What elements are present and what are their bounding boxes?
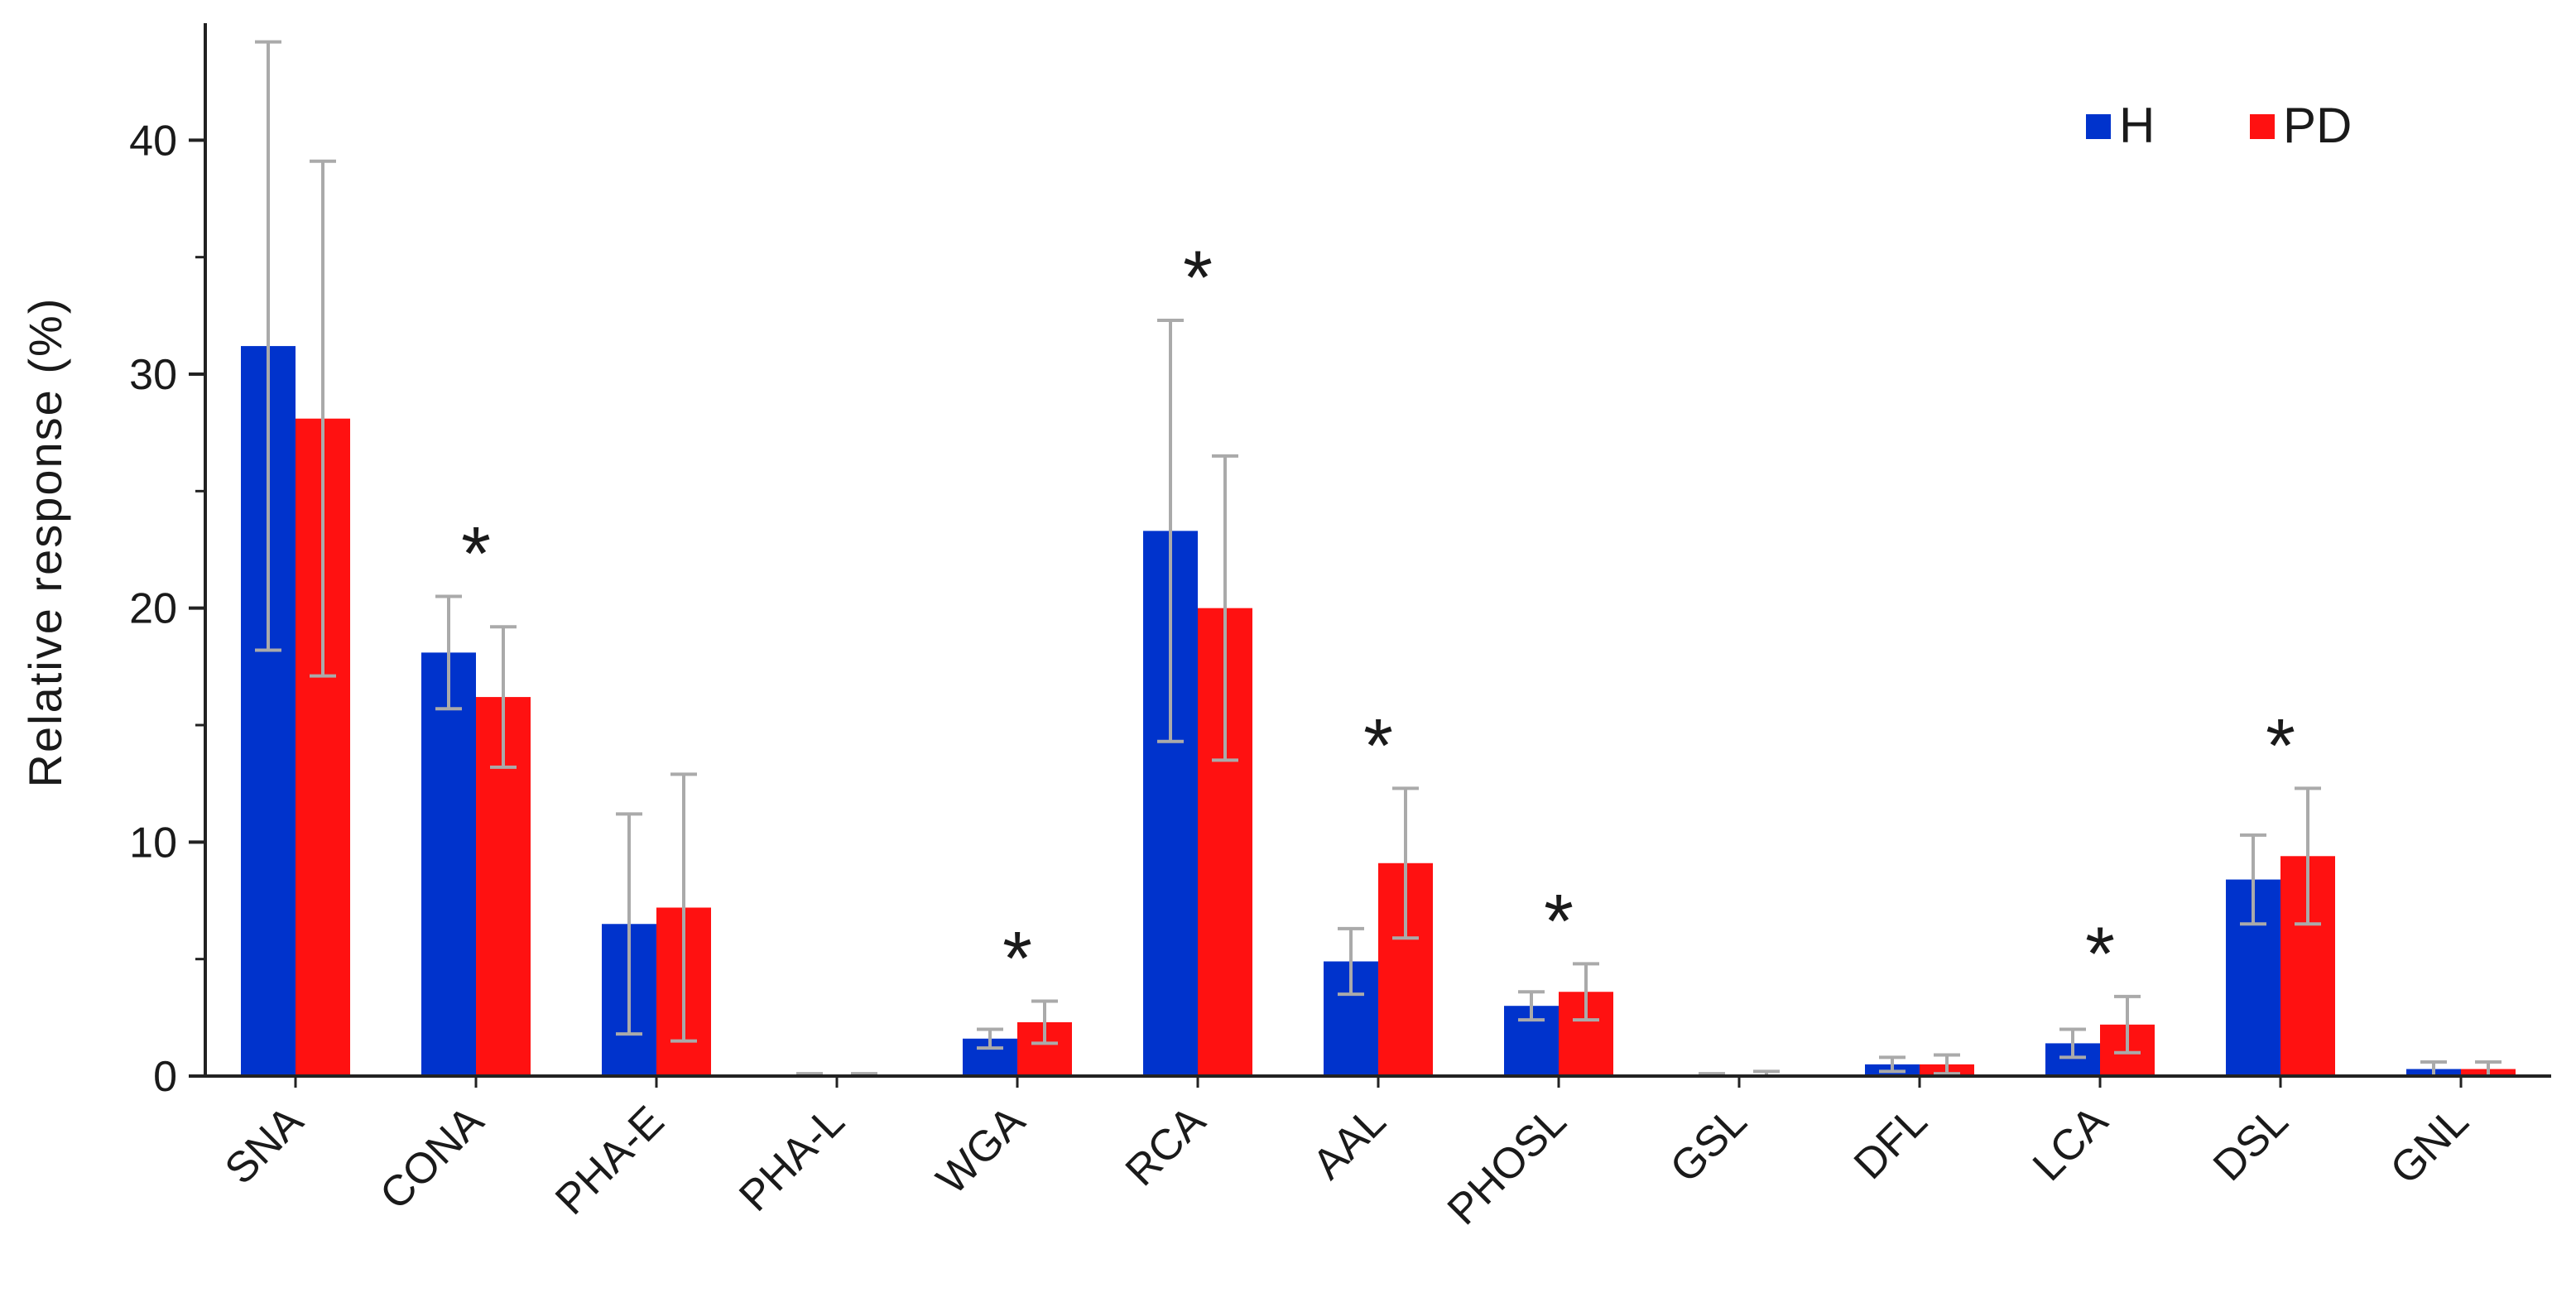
significance-star: *	[1363, 704, 1393, 788]
x-tick-label: AAL	[1304, 1097, 1396, 1189]
x-tick-label: SNA	[216, 1097, 313, 1194]
significance-star: *	[2266, 704, 2295, 788]
x-tick-label: PHA-L	[730, 1097, 853, 1220]
y-tick-label: 40	[129, 117, 177, 165]
x-tick-label: WGA	[928, 1097, 1035, 1204]
x-tick-label: CONA	[371, 1097, 493, 1218]
y-tick-label: 20	[129, 585, 177, 633]
significance-star: *	[461, 512, 491, 597]
legend-swatch-h	[2086, 114, 2111, 139]
x-tick-label: DSL	[2204, 1097, 2298, 1190]
legend-swatch-pd	[2250, 114, 2275, 139]
significance-star: *	[1002, 917, 1032, 1002]
x-tick-label: DFL	[1845, 1097, 1936, 1188]
y-tick-label: 0	[153, 1053, 177, 1101]
x-tick-label: PHA-E	[546, 1097, 673, 1223]
y-axis-title: Relative response (%)	[19, 297, 71, 788]
significance-star: *	[2085, 912, 2115, 997]
x-tick-label: RCA	[1117, 1097, 1215, 1195]
x-tick-label: GSL	[1661, 1097, 1757, 1192]
y-tick-label: 10	[129, 819, 177, 867]
legend-label-pd: PD	[2283, 98, 2352, 153]
significance-star: *	[1544, 879, 1574, 963]
x-tick-label: PHOSL	[1439, 1097, 1576, 1234]
y-tick-label: 30	[129, 351, 177, 399]
x-tick-label: GNL	[2381, 1097, 2478, 1194]
legend: H PD	[2086, 98, 2352, 153]
legend-label-h: H	[2119, 98, 2155, 153]
x-tick-label: LCA	[2024, 1097, 2117, 1190]
bar-h-cona	[421, 652, 476, 1076]
significance-star: *	[1183, 236, 1213, 320]
significance-layer: * * * * * * *	[461, 236, 2295, 1002]
